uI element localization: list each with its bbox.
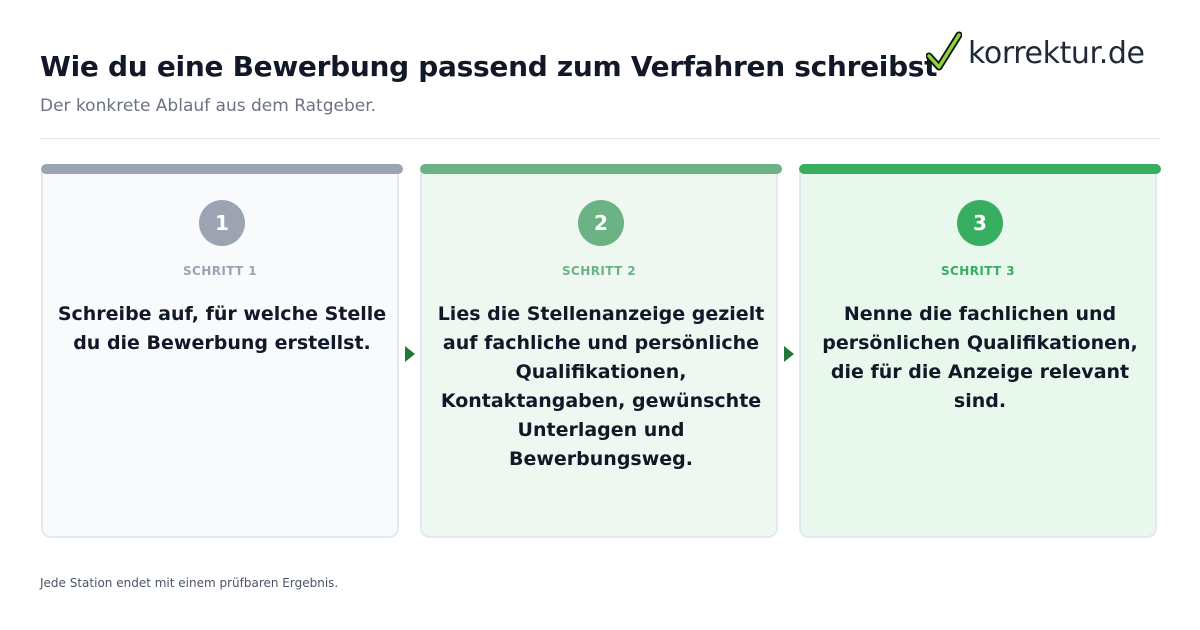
step-accent-bar [420,164,782,174]
step-label: SCHRITT 3 [941,264,1015,278]
step-label: SCHRITT 2 [562,264,636,278]
page-subtitle: Der konkrete Ablauf aus dem Ratgeber. [40,96,377,116]
step-description: Lies die Stellenanzeige gezielt auf fach… [437,303,765,470]
step-description: Schreibe auf, für welche Stelle du die B… [57,303,387,354]
brand-name: korrektur.de [968,35,1145,71]
brand-logo[interactable]: korrektur.de [926,28,1166,78]
step-card-2: 2 SCHRITT 2 Lies die Stellenanzeige gezi… [420,164,782,538]
header-divider [40,138,1160,139]
step-number-badge: 3 [957,200,1003,246]
checkmark-icon [926,31,962,71]
step-description: Nenne die fachlichen und persönlichen Qu… [822,303,1138,412]
step-accent-bar [41,164,403,174]
step-number-badge: 1 [199,200,245,246]
step-card-1: 1 SCHRITT 1 Schreibe auf, für welche Ste… [41,164,403,538]
step-label: SCHRITT 1 [183,264,257,278]
arrow-right-icon [405,346,415,362]
footer-note: Jede Station endet mit einem prüfbaren E… [40,576,339,590]
arrow-right-icon [784,346,794,362]
step-number-badge: 2 [578,200,624,246]
page-title: Wie du eine Bewerbung passend zum Verfah… [40,50,938,83]
step-card-3: 3 SCHRITT 3 Nenne die fachlichen und per… [799,164,1161,538]
step-accent-bar [799,164,1161,174]
